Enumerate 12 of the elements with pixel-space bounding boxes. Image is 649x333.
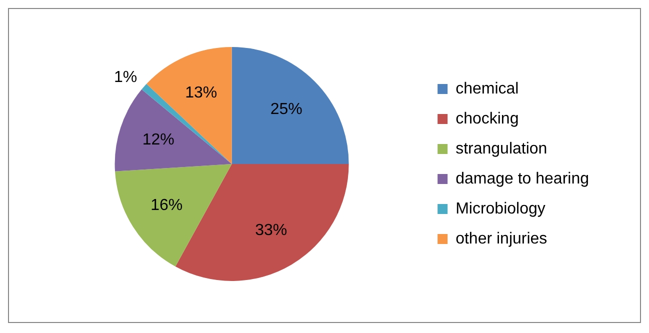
legend-label: other injuries <box>456 230 548 248</box>
data-label: 12% <box>142 132 174 149</box>
data-label: 13% <box>185 84 218 102</box>
legend-label: chocking <box>456 110 519 128</box>
legend-label: damage to hearing <box>456 170 590 188</box>
data-label: 16% <box>150 196 183 214</box>
data-label: 33% <box>255 222 288 239</box>
legend-label: Microbiology <box>456 200 546 218</box>
data-label: 25% <box>270 100 302 118</box>
data-label: 1% <box>114 68 138 86</box>
legend-label: strangulation <box>456 140 548 158</box>
legend-label: chemical <box>456 80 519 98</box>
